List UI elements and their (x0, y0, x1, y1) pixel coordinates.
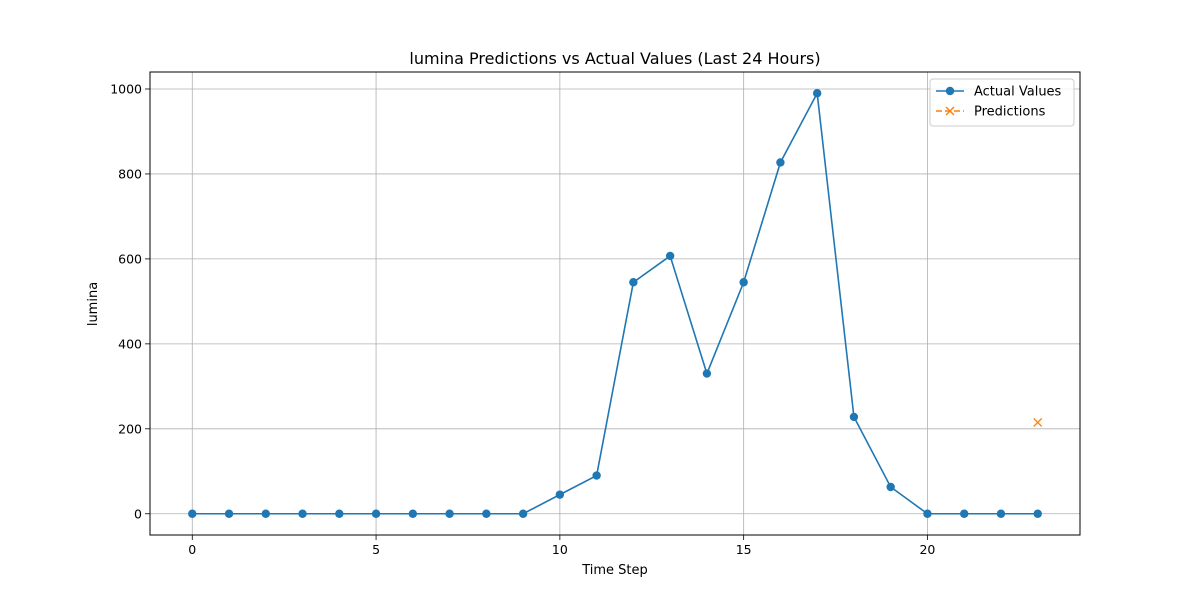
marker-stroke (945, 106, 955, 116)
data-point (1033, 417, 1043, 427)
plot-frame (149, 71, 1081, 536)
data-point (592, 471, 601, 480)
legend-box (929, 78, 1075, 127)
y-tick-label: 200 (118, 421, 142, 436)
x-axis-label: Time Step (581, 563, 648, 578)
y-axis-label: lumina (86, 282, 101, 326)
legend: Actual Values Predictions (929, 78, 1075, 127)
legend-label: Predictions (974, 105, 1046, 120)
chart-title: lumina Predictions vs Actual Values (Las… (409, 49, 820, 68)
legend-label: Actual Values (974, 85, 1062, 100)
data-point (812, 89, 822, 98)
data-point (445, 509, 454, 518)
legend-marker (945, 86, 955, 96)
data-point (776, 158, 785, 167)
data-point (849, 412, 859, 422)
legend-marker (945, 106, 955, 116)
x-tick-label: 5 (372, 542, 380, 557)
legend-entry: Predictions (936, 105, 1046, 120)
y-tick-label: 1000 (110, 81, 142, 96)
data-point (665, 251, 675, 261)
data-point (629, 278, 638, 287)
legend-entry: Actual Values (936, 85, 1062, 100)
x-tick-label: 20 (919, 542, 935, 557)
data-point (923, 509, 932, 518)
series-line (192, 90, 1038, 515)
data-point (224, 509, 234, 518)
series-predictions (1033, 417, 1043, 427)
series-actual-values (188, 89, 1042, 518)
data-point (261, 509, 270, 518)
data-point (886, 482, 895, 492)
y-tick-label: 400 (118, 336, 142, 351)
data-point (335, 509, 344, 518)
x-tick-label: 0 (188, 542, 196, 557)
grid-lines (150, 72, 1080, 535)
marker-stroke (1033, 417, 1043, 427)
data-point (1033, 509, 1042, 518)
data-point (996, 509, 1006, 518)
data-point (960, 509, 969, 518)
data-point (188, 509, 197, 518)
series-layer (188, 89, 1043, 518)
data-point (298, 509, 307, 518)
y-tick-label: 0 (134, 506, 142, 521)
data-point (518, 509, 528, 518)
data-point (482, 509, 491, 518)
data-point (408, 509, 418, 518)
x-tick-label: 10 (552, 542, 568, 557)
data-point (371, 509, 381, 518)
y-tick-label: 800 (118, 166, 142, 181)
data-point (555, 490, 565, 499)
data-point (702, 369, 712, 378)
y-tick-label: 600 (118, 251, 142, 266)
data-point (739, 278, 748, 287)
x-tick-label: 15 (736, 542, 752, 557)
